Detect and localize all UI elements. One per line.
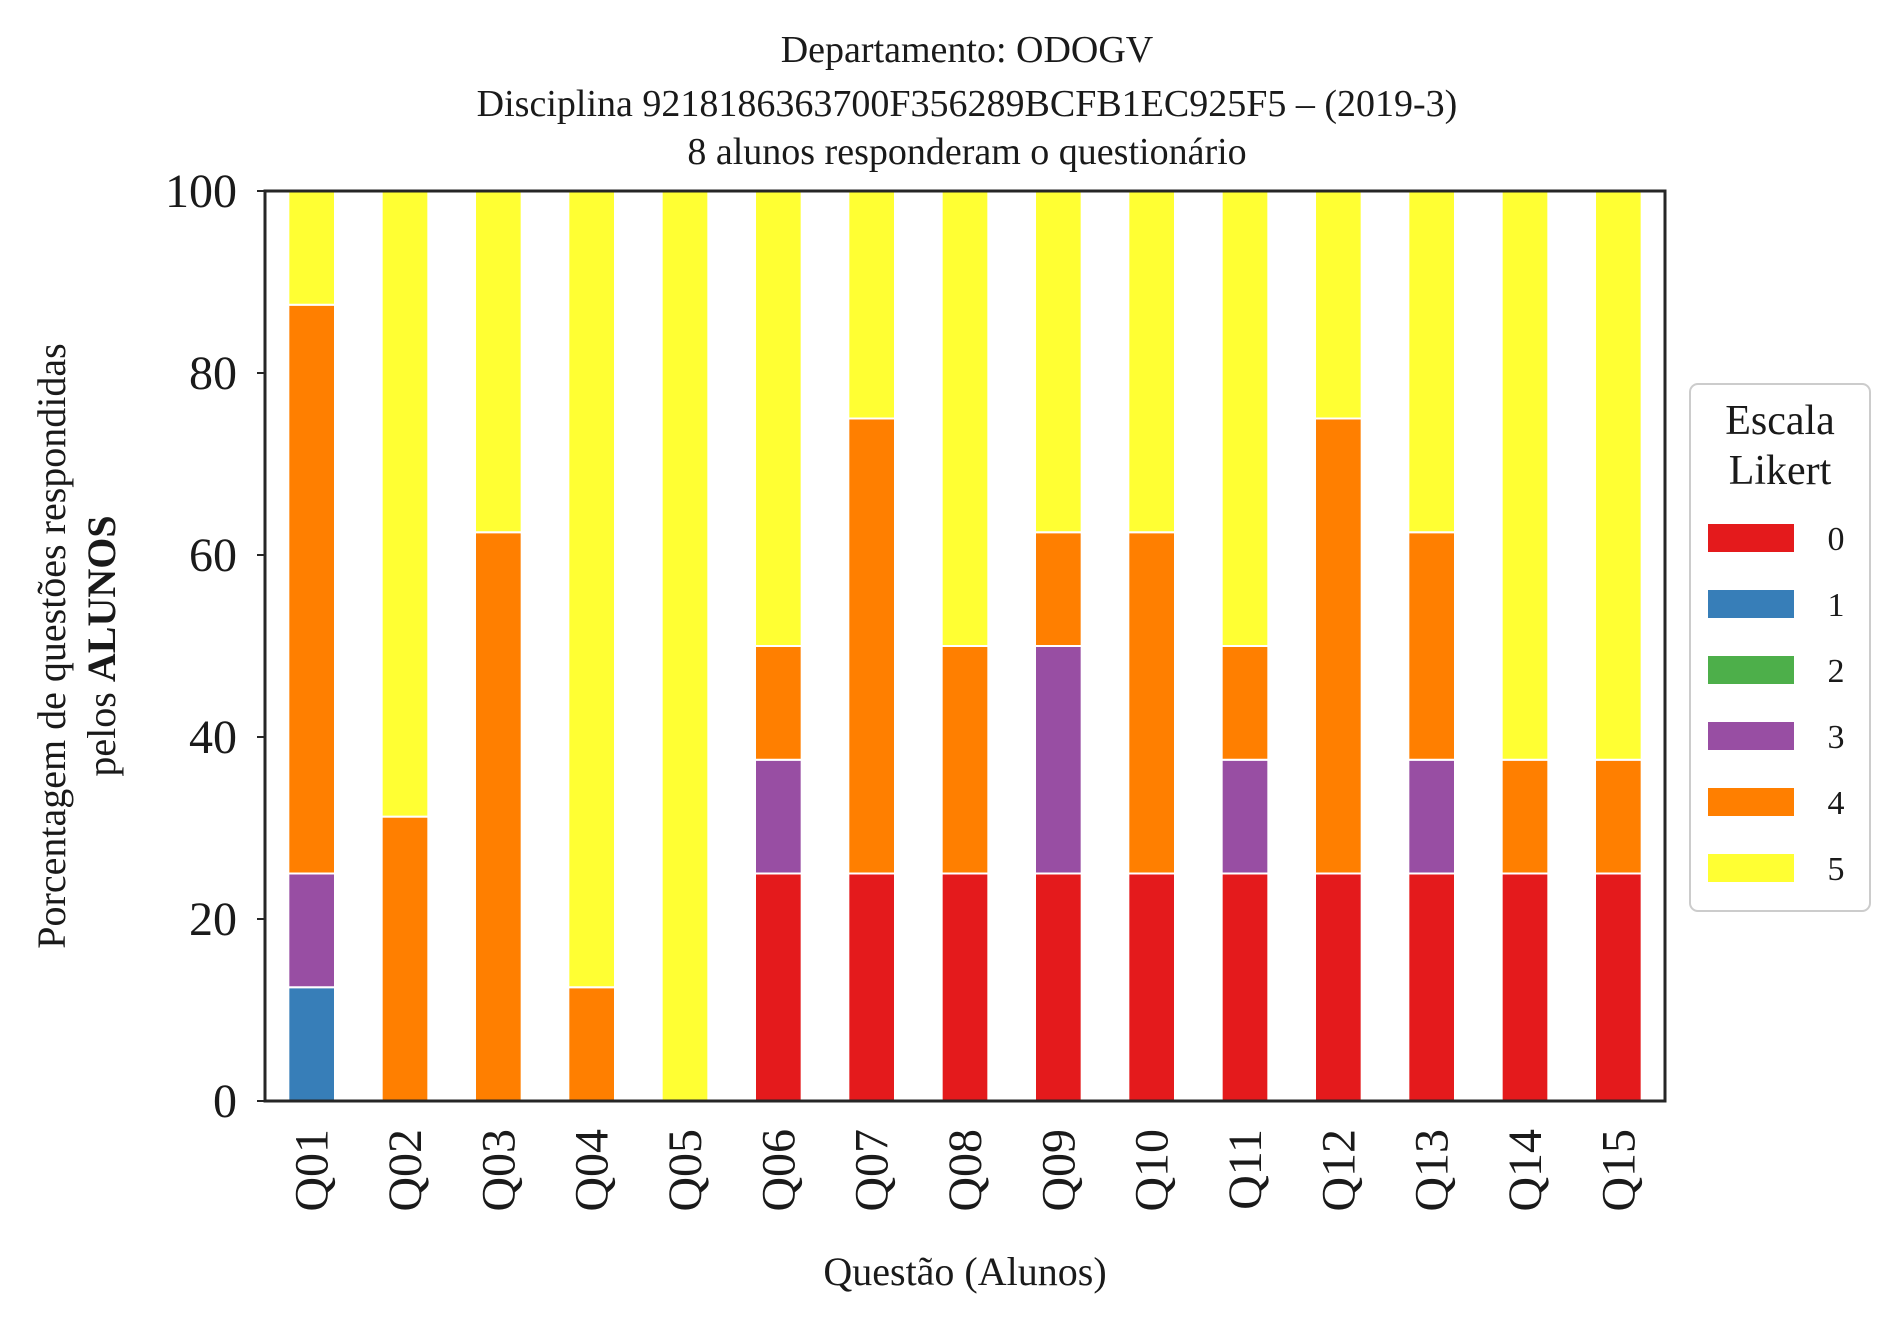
bar-q09-level-3 <box>1034 645 1083 875</box>
x-tick-label-q12: Q12 <box>1312 1129 1365 1212</box>
legend-box <box>1689 383 1871 912</box>
bar-q07-level-5 <box>847 190 896 420</box>
y-tick-label: 20 <box>189 893 237 946</box>
legend-swatch-1 <box>1708 590 1794 618</box>
legend-swatch-5 <box>1708 854 1794 882</box>
bar-q12-level-4 <box>1314 417 1363 875</box>
legend: Escala Likert 0 1 2 3 4 5 <box>1689 383 1871 912</box>
legend-label-3: 3 <box>1828 719 1845 756</box>
bar-q04-level-4 <box>567 986 616 1102</box>
legend-swatch-4 <box>1708 788 1794 816</box>
x-tick-label-q01: Q01 <box>286 1129 339 1212</box>
bar-q08-level-5 <box>940 190 990 647</box>
bar-q07-level-0 <box>847 872 896 1102</box>
bar-q10-level-0 <box>1127 872 1177 1102</box>
x-tick-label-q04: Q04 <box>566 1129 619 1212</box>
bar-q10-level-5 <box>1127 190 1177 534</box>
chart-title: Departamento: ODOGV Disciplina 921818636… <box>477 29 1458 173</box>
bar-q10-level-4 <box>1127 531 1177 875</box>
bar-q01-level-4 <box>287 303 337 875</box>
bar-q07-level-4 <box>847 417 896 875</box>
y-tick-label: 100 <box>165 165 237 218</box>
bar-q04-level-5 <box>567 190 616 989</box>
bar-q03-level-4 <box>474 531 523 1102</box>
x-tick-label-q09: Q09 <box>1032 1129 1085 1212</box>
bar-q11-level-5 <box>1220 190 1270 647</box>
y-tick-label: 60 <box>189 529 237 582</box>
legend-label-1: 1 <box>1828 587 1845 624</box>
bar-q15-level-4 <box>1594 758 1643 875</box>
bar-q11-level-0 <box>1220 872 1270 1102</box>
title-line-3: 8 alunos responderam o questionário <box>687 131 1246 173</box>
legend-label-4: 4 <box>1828 785 1845 822</box>
y-axis-label-line-1: Porcentagem de questões respondidas <box>29 343 74 948</box>
x-tick-label-q15: Q15 <box>1592 1129 1645 1212</box>
bar-q02-level-5 <box>380 190 430 818</box>
bar-q08-level-4 <box>940 645 990 875</box>
bar-q15-level-0 <box>1594 872 1643 1102</box>
y-axis-label-line-2: pelos ALUNOS <box>79 515 124 776</box>
bar-q01-level-1 <box>287 986 337 1102</box>
bar-q02-level-4 <box>380 815 430 1102</box>
bar-q11-level-4 <box>1220 645 1270 761</box>
bar-q09-level-4 <box>1034 531 1083 647</box>
bar-q08-level-0 <box>940 872 990 1102</box>
y-axis-label-prefix: pelos <box>79 682 124 776</box>
x-tick-label-q14: Q14 <box>1499 1129 1552 1212</box>
bar-q06-level-4 <box>754 645 803 761</box>
bar-q01-level-3 <box>287 872 337 989</box>
y-axis-label: Porcentagem de questões respondidas pelo… <box>29 343 124 948</box>
legend-label-2: 2 <box>1828 653 1845 690</box>
bar-q14-level-5 <box>1500 190 1550 761</box>
x-tick-label-q02: Q02 <box>379 1129 432 1212</box>
x-tick-label-q10: Q10 <box>1126 1129 1179 1212</box>
bar-q14-level-0 <box>1500 872 1550 1102</box>
bar-q13-level-4 <box>1407 531 1457 761</box>
x-tick-label-q06: Q06 <box>752 1129 805 1212</box>
bar-q06-level-0 <box>754 872 803 1102</box>
y-tick-label: 40 <box>189 711 237 764</box>
legend-label-0: 0 <box>1828 521 1845 558</box>
bar-q14-level-4 <box>1500 758 1550 875</box>
legend-swatch-2 <box>1708 656 1794 684</box>
x-tick-label-q08: Q08 <box>939 1129 992 1212</box>
bar-q13-level-3 <box>1407 758 1457 875</box>
x-axis-label: Questão (Alunos) <box>823 1249 1106 1294</box>
bar-q15-level-5 <box>1594 190 1643 761</box>
x-tick-label-q05: Q05 <box>659 1129 712 1212</box>
x-tick-label-q13: Q13 <box>1406 1129 1459 1212</box>
x-tick-label-q03: Q03 <box>472 1129 525 1212</box>
y-ticks-group: 0 20 40 60 80 100 <box>165 165 265 1128</box>
legend-items: 0 1 2 3 4 5 <box>1708 521 1845 888</box>
bar-q13-level-5 <box>1407 190 1457 534</box>
title-line-2: Disciplina 9218186363700F356289BCFB1EC92… <box>477 83 1458 125</box>
legend-title-line-2: Likert <box>1729 448 1832 494</box>
title-line-1: Departamento: ODOGV <box>781 29 1154 71</box>
x-tick-label-q11: Q11 <box>1219 1129 1272 1210</box>
bar-q03-level-5 <box>474 190 523 534</box>
plot-frame <box>263 189 1667 1103</box>
legend-swatch-0 <box>1708 524 1794 552</box>
x-tick-label-q07: Q07 <box>846 1129 899 1212</box>
x-ticks-group: Q01 Q02 Q03 Q04 Q05 Q06 Q07 Q08 Q09 Q10 Q11 Q12 Q13 Q… <box>286 1129 1646 1212</box>
bar-q13-level-0 <box>1407 872 1457 1102</box>
bar-q11-level-3 <box>1220 758 1270 875</box>
bars-group <box>287 190 1643 1102</box>
bar-q09-level-0 <box>1034 872 1083 1102</box>
y-axis-label-bold: ALUNOS <box>79 515 124 682</box>
bar-q12-level-5 <box>1314 190 1363 420</box>
y-tick-label: 0 <box>213 1075 237 1128</box>
legend-label-5: 5 <box>1828 851 1845 888</box>
bar-q01-level-5 <box>287 190 337 306</box>
y-tick-label: 80 <box>189 347 237 400</box>
bar-q12-level-0 <box>1314 872 1363 1102</box>
legend-title-line-1: Escala <box>1725 398 1835 444</box>
bar-q06-level-5 <box>754 190 803 647</box>
legend-swatch-3 <box>1708 722 1794 750</box>
bar-q09-level-5 <box>1034 190 1083 534</box>
bar-q06-level-3 <box>754 758 803 875</box>
bar-q05-level-5 <box>660 190 710 1102</box>
